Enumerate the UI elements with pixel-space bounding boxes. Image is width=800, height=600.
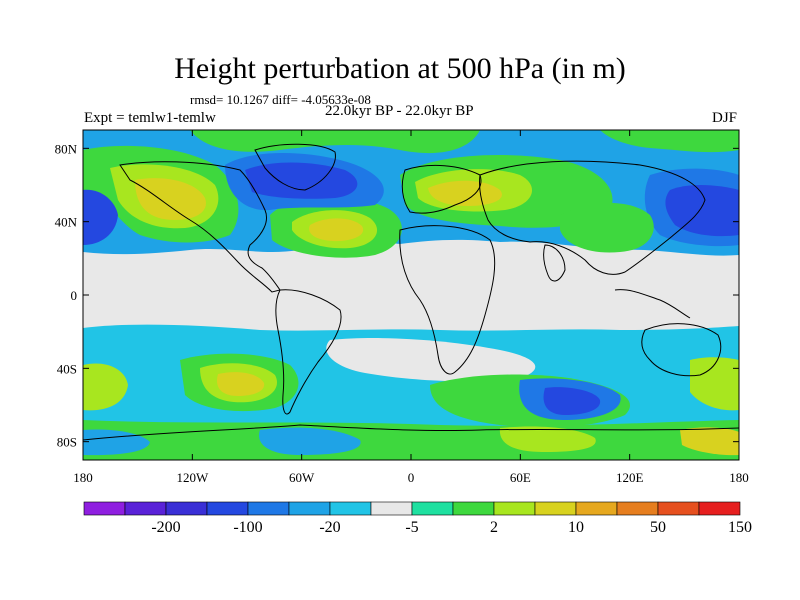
colorbar-swatch xyxy=(83,501,126,516)
lon-tick-label: 0 xyxy=(408,470,415,485)
antarctic-negative xyxy=(259,427,361,455)
colorbar-swatch xyxy=(206,501,249,516)
lat-tick-label: 80S xyxy=(57,435,77,450)
antarctic-positive-core xyxy=(499,426,596,452)
colorbar-label: 150 xyxy=(728,519,752,536)
rmsd-diff-stats: rmsd= 10.1267 diff= -4.05633e-08 xyxy=(190,92,371,107)
nh-positive-asia xyxy=(560,202,654,253)
colorbar-label: -100 xyxy=(233,519,262,536)
colorbar-swatch xyxy=(288,501,331,516)
coast-north-america xyxy=(119,161,281,293)
colorbar-swatch xyxy=(124,501,167,516)
latitude-labels: 80N 40N 0 40S 80S xyxy=(55,141,78,449)
coast-asia xyxy=(479,160,706,275)
antarctic-positive-east xyxy=(680,427,739,456)
colorbar-swatch xyxy=(165,501,208,516)
colorbar-swatch xyxy=(698,501,741,516)
axis-ticks xyxy=(82,130,740,460)
coast-antarctica xyxy=(83,424,739,441)
nh-positive-atlantic-center xyxy=(309,218,364,242)
colorbar-swatch xyxy=(657,501,700,516)
nh-positive-eurasia-center xyxy=(428,180,502,206)
longitude-labels: 180 120W 60W 0 60E 120E 180 xyxy=(73,470,749,485)
lat-tick-label: 40N xyxy=(55,215,78,230)
colorbar xyxy=(83,501,741,516)
height-perturbation-field xyxy=(83,130,739,460)
coast-australia xyxy=(641,323,722,377)
colorbar-swatch xyxy=(575,501,618,516)
colorbar-label: 50 xyxy=(650,519,666,536)
coast-south-america xyxy=(275,289,342,415)
lat-tick-label: 80N xyxy=(55,141,78,156)
coast-maritime-asia xyxy=(614,289,691,319)
sh-zero-gap xyxy=(326,338,536,382)
lon-tick-label: 180 xyxy=(73,470,93,485)
coast-europe xyxy=(401,165,482,214)
colorbar-swatch xyxy=(534,501,577,516)
colorbar-swatch xyxy=(616,501,659,516)
colorbar-label: -5 xyxy=(405,519,418,536)
nh-negative-pacific-east-core xyxy=(665,185,739,237)
sh-negative-indian-center xyxy=(543,387,601,415)
arctic-positive xyxy=(190,130,480,154)
colorbar-swatch xyxy=(493,501,536,516)
colorbar-label: -20 xyxy=(319,519,340,536)
coast-greenland xyxy=(254,143,336,191)
lat-tick-label: 40S xyxy=(57,361,77,376)
colorbar-label: 10 xyxy=(568,519,584,536)
colorbar-swatch xyxy=(329,501,372,516)
coast-india xyxy=(543,244,566,282)
period-label: 22.0kyr BP - 22.0kyr BP xyxy=(325,103,474,119)
colorbar-swatch xyxy=(247,501,290,516)
nh-positive-pacific-center xyxy=(135,178,206,220)
lon-tick-label: 120E xyxy=(616,470,644,485)
colorbar-labels: -200 -100 -20 -5 2 10 50 150 xyxy=(151,519,752,536)
lon-tick-label: 60E xyxy=(510,470,531,485)
coast-africa xyxy=(399,225,496,375)
colorbar-label: 2 xyxy=(490,519,498,536)
nh-negative-pacific-west xyxy=(83,189,118,245)
colorbar-swatch xyxy=(411,501,454,516)
lon-tick-label: 120W xyxy=(176,470,209,485)
arctic-positive-east xyxy=(600,130,739,153)
plot-title: Height perturbation at 500 hPa (in m) xyxy=(174,52,626,85)
colorbar-swatch xyxy=(452,501,495,516)
lon-tick-label: 60W xyxy=(289,470,315,485)
sh-positive-east xyxy=(690,357,739,411)
colorbar-swatch xyxy=(370,501,413,516)
coastlines xyxy=(83,143,739,441)
experiment-label: Expt = temlw1-temlw xyxy=(84,110,216,126)
lon-tick-label: 180 xyxy=(729,470,749,485)
sh-positive-south-america-center xyxy=(216,372,265,396)
season-label: DJF xyxy=(712,110,738,126)
lat-tick-label: 0 xyxy=(71,288,78,303)
sh-positive-west xyxy=(83,363,128,411)
colorbar-label: -200 xyxy=(151,519,180,536)
